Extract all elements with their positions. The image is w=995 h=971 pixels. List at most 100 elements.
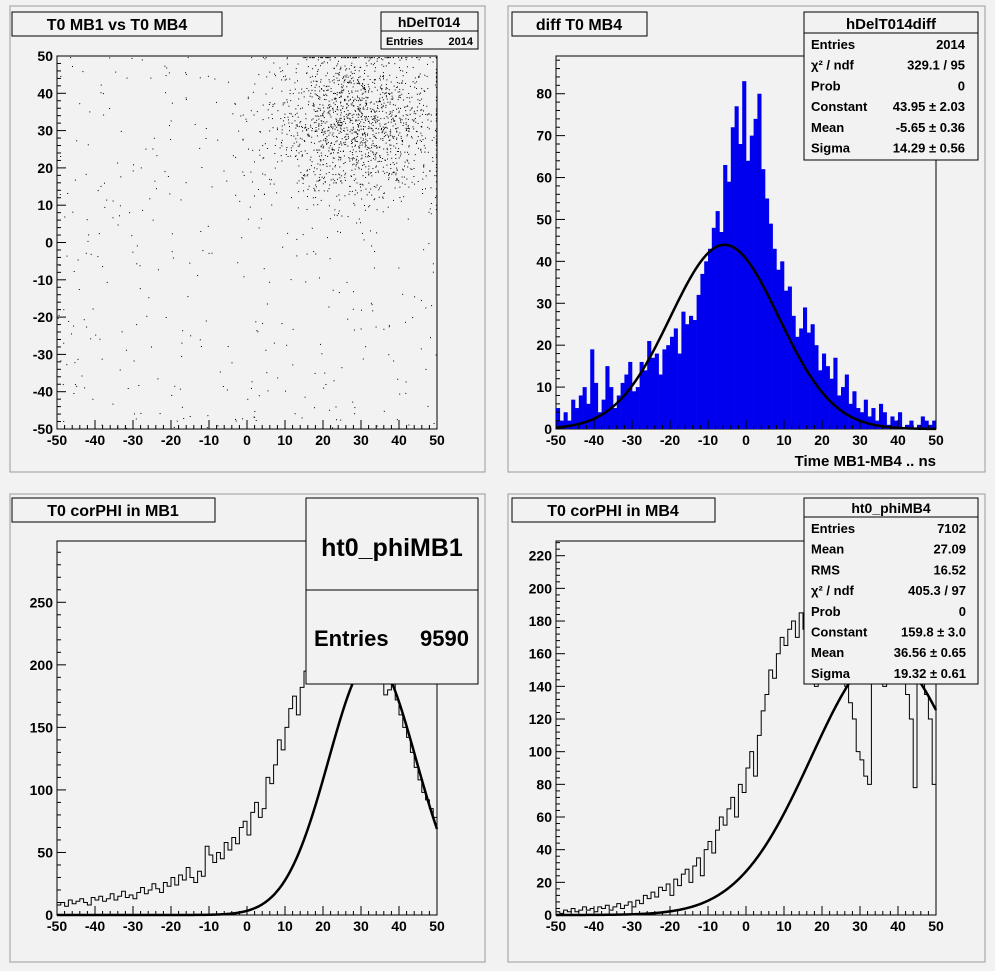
scatter-point: [117, 224, 119, 226]
scatter-point: [388, 62, 390, 64]
scatter-point: [345, 172, 347, 174]
scatter-point: [182, 330, 184, 332]
scatter-point: [327, 190, 329, 192]
scatter-point: [232, 113, 234, 115]
scatter-point: [325, 384, 327, 385]
scatter-point: [345, 136, 347, 138]
scatter-point: [325, 173, 327, 175]
scatter-point: [294, 82, 296, 84]
scatter-point: [353, 138, 355, 139]
scatter-point: [324, 139, 326, 141]
scatter-point: [323, 178, 325, 179]
scatter-point: [366, 194, 368, 196]
scatter-point: [381, 127, 383, 129]
scatter-point: [362, 142, 364, 144]
scatter-point: [367, 97, 369, 99]
scatter-point: [324, 181, 326, 183]
scatter-point: [400, 122, 402, 124]
scatter-point: [349, 131, 351, 133]
scatter-point: [344, 100, 345, 102]
scatter-point: [174, 385, 176, 387]
scatter-point: [412, 67, 414, 68]
scatter-point: [431, 305, 433, 307]
scatter-point: [326, 143, 328, 144]
scatter-point: [391, 157, 393, 159]
scatter-point: [344, 143, 346, 145]
scatter-point: [426, 76, 428, 77]
scatter-point: [341, 87, 343, 89]
scatter-point: [379, 157, 381, 158]
histogram-bar: [898, 412, 903, 429]
scatter-point: [189, 262, 191, 264]
scatter-point: [400, 153, 402, 155]
scatter-point: [383, 193, 385, 194]
scatter-point: [414, 296, 416, 298]
scatter-point: [413, 112, 415, 114]
scatter-point: [274, 73, 276, 75]
scatter-point: [301, 417, 303, 419]
scatter-point: [388, 173, 390, 175]
y-tick-label: 100: [30, 782, 54, 798]
scatter-point: [312, 102, 314, 104]
scatter-point: [380, 161, 382, 162]
scatter-point: [109, 57, 111, 59]
scatter-point: [354, 98, 356, 100]
scatter-point: [288, 105, 290, 107]
scatter-point: [247, 398, 249, 400]
scatter-point: [357, 134, 359, 136]
scatter-point: [282, 102, 284, 104]
scatter-point: [296, 238, 298, 240]
scatter-point: [396, 137, 398, 139]
x-tick-label: 40: [890, 432, 906, 448]
scatter-point: [271, 204, 273, 206]
scatter-point: [347, 96, 349, 98]
scatter-point: [306, 253, 308, 255]
scatter-point: [60, 156, 62, 157]
scatter-point: [87, 144, 89, 146]
scatter-point: [404, 165, 405, 167]
scatter-point: [354, 57, 356, 59]
scatter-point: [367, 161, 369, 162]
scatter-point: [344, 179, 346, 181]
scatter-point: [424, 151, 426, 153]
x-tick-label: 10: [776, 432, 792, 448]
scatter-point: [235, 420, 237, 422]
scatter-point: [324, 122, 326, 124]
scatter-point: [402, 75, 404, 77]
scatter-point: [423, 90, 425, 92]
scatter-point: [338, 149, 339, 151]
scatter-point: [337, 129, 339, 131]
scatter-point: [406, 66, 408, 68]
scatter-point: [171, 251, 173, 253]
scatter-point: [433, 423, 435, 424]
histogram-bar: [856, 408, 861, 429]
scatter-point: [435, 72, 437, 74]
scatter-point: [301, 154, 303, 156]
scatter-point: [382, 158, 384, 159]
scatter-point: [375, 132, 377, 134]
scatter-point: [315, 253, 317, 255]
scatter-point: [435, 81, 437, 83]
scatter-point: [430, 120, 432, 122]
scatter-point: [166, 67, 168, 69]
scatter-point: [399, 97, 401, 99]
scatter-point: [86, 326, 88, 328]
scatter-point: [90, 253, 92, 255]
scatter-point: [364, 72, 365, 74]
scatter-point: [401, 83, 403, 84]
scatter-point: [348, 68, 350, 70]
scatter-point: [348, 82, 350, 84]
scatter-point: [205, 138, 207, 139]
histogram-bar: [844, 374, 849, 429]
scatter-point: [421, 98, 423, 100]
scatter-point: [321, 129, 323, 131]
scatter-point: [360, 111, 362, 113]
scatter-point: [362, 92, 364, 94]
scatter-point: [349, 185, 351, 187]
scatter-point: [136, 324, 138, 326]
scatter-point: [326, 121, 328, 123]
histogram-bar: [841, 387, 846, 429]
scatter-point: [323, 145, 325, 147]
scatter-point: [315, 127, 317, 128]
